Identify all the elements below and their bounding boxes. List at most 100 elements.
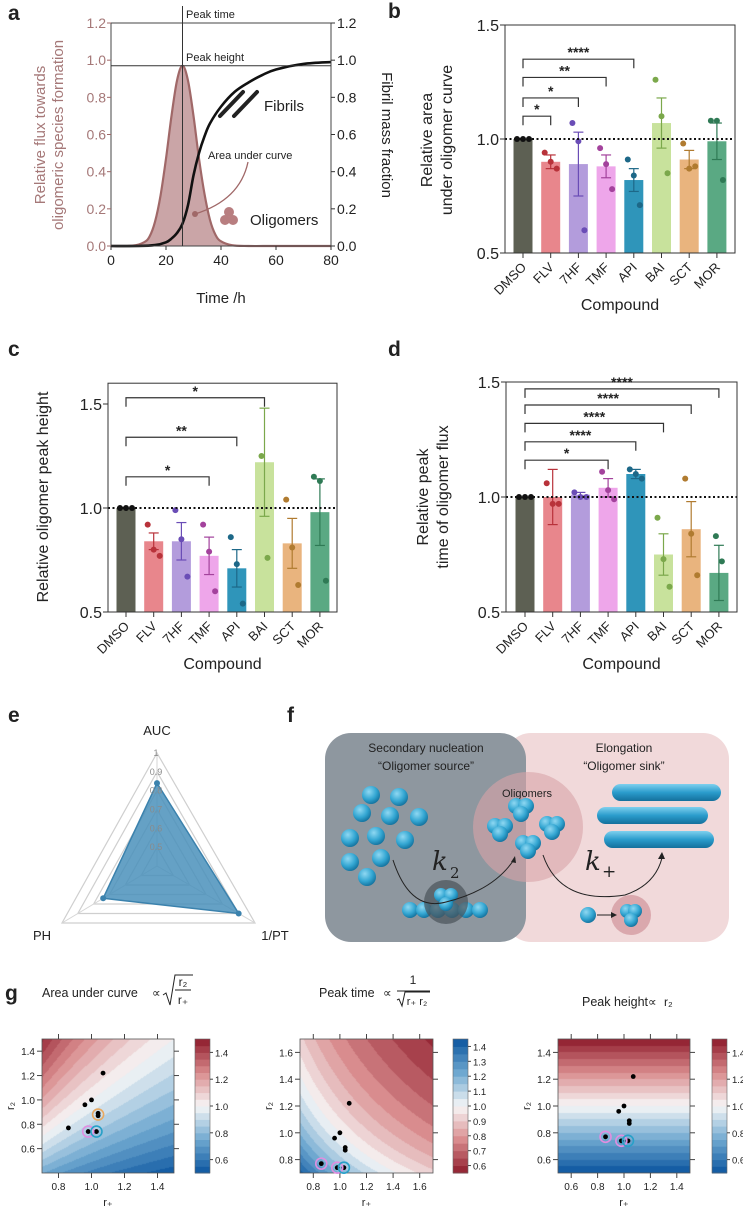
colorbar-swatch bbox=[195, 1139, 210, 1147]
colorbar-tick-label: 1.2 bbox=[215, 1075, 228, 1086]
data-point-SCT bbox=[686, 165, 693, 172]
significance-label: * bbox=[548, 83, 554, 99]
y-tick-label-right: 0.0 bbox=[337, 238, 357, 254]
fibril-mass-line bbox=[110, 60, 332, 248]
sink-title: Elongation bbox=[596, 741, 653, 755]
colorbar-swatch bbox=[453, 1158, 468, 1167]
y-tick-label-right: 0.8 bbox=[337, 89, 357, 105]
y-tick-label: 0.5 bbox=[477, 246, 499, 263]
x-tick-label: 1.0 bbox=[617, 1182, 631, 1193]
bar-BAI bbox=[654, 554, 673, 612]
x-tick-label: 1.4 bbox=[151, 1182, 165, 1193]
x-tick-label: 0.6 bbox=[564, 1182, 578, 1193]
contour-fill bbox=[300, 1039, 433, 1173]
data-point-MOR bbox=[719, 177, 726, 184]
y-tick-label: 1.2 bbox=[537, 1075, 551, 1086]
data-point-BAI bbox=[664, 170, 671, 177]
colorbar-swatch bbox=[195, 1146, 210, 1154]
bar-MOR bbox=[707, 141, 727, 253]
colorbar-tick-label: 1.0 bbox=[732, 1102, 743, 1113]
y-tick-label-left: 1.2 bbox=[87, 15, 107, 31]
colorbar-swatch bbox=[712, 1059, 727, 1067]
x-tick-label: MOR bbox=[691, 260, 723, 292]
x-tick-label: 0.8 bbox=[52, 1182, 66, 1193]
data-point-API bbox=[626, 466, 633, 473]
panel-label-a: a bbox=[8, 2, 20, 25]
y-axis-label: Relative area bbox=[419, 93, 436, 187]
colorbar-tick-label: 1.4 bbox=[215, 1048, 228, 1059]
x-tick-label: FLV bbox=[532, 618, 559, 645]
y-tick-label-right: 0.4 bbox=[337, 164, 357, 180]
significance-bracket bbox=[522, 58, 635, 69]
highlight-ring bbox=[330, 1161, 344, 1174]
panel-a-kinetics-chart: 0.0 0.0 0.2 0.2 0.4 0.4 0.6 0.6 0.8 0.8 1.0 1.0 1.2 1… bbox=[32, 6, 395, 307]
panel-label-f: f bbox=[287, 704, 295, 727]
fibril-icon bbox=[604, 831, 714, 848]
significance-bracket bbox=[125, 397, 266, 407]
x-tick-label: BAI bbox=[644, 619, 669, 644]
data-point-7HF bbox=[184, 573, 191, 580]
y-tick-label: 1.5 bbox=[478, 375, 500, 392]
colorbar-swatch bbox=[195, 1092, 210, 1100]
y-axis-label-left: Relative flux towards bbox=[32, 66, 49, 204]
x-tick-label: TMF bbox=[583, 259, 613, 289]
y-tick-label: 0.6 bbox=[21, 1145, 35, 1156]
colorbar-swatch bbox=[453, 1135, 468, 1144]
x-tick-label: 20 bbox=[158, 252, 174, 268]
colorbar-swatch bbox=[712, 1065, 727, 1073]
y-axis-label: Relative peak bbox=[415, 448, 432, 546]
colorbar-tick-label: 1.0 bbox=[215, 1102, 228, 1113]
oligomer-flux-line bbox=[110, 64, 331, 248]
oligomers-label: Oligomers bbox=[250, 212, 318, 229]
formula-numerator: r₂ bbox=[179, 975, 188, 989]
oligomer-icon bbox=[624, 913, 638, 927]
bar-DMSO bbox=[515, 497, 535, 612]
data-point bbox=[100, 1070, 106, 1076]
proportional-symbol: ∝ bbox=[383, 986, 392, 1000]
y-tick-label: 1.6 bbox=[279, 1048, 293, 1059]
x-tick-label: API bbox=[616, 619, 641, 644]
significance-bracket bbox=[522, 97, 579, 107]
x-tick-label: DMSO bbox=[493, 619, 531, 657]
data-point-TMF bbox=[206, 548, 213, 555]
highlight-ring bbox=[599, 1130, 612, 1144]
x-tick-label: SCT bbox=[668, 618, 697, 647]
monomer-icon bbox=[358, 868, 376, 886]
data-point-TMF bbox=[603, 161, 610, 168]
data-point-FLV bbox=[150, 546, 157, 553]
fibril-icon bbox=[612, 784, 721, 801]
data-point-TMF bbox=[609, 186, 616, 193]
y-tick-label: 0.8 bbox=[21, 1120, 35, 1131]
colorbar-tick-label: 0.6 bbox=[732, 1156, 743, 1167]
bar-DMSO bbox=[513, 139, 533, 253]
colorbar-swatch bbox=[453, 1165, 468, 1174]
data-point-MOR bbox=[712, 533, 719, 540]
bar-MOR bbox=[310, 512, 330, 612]
data-point bbox=[332, 1135, 337, 1141]
fibril-icon bbox=[232, 90, 259, 118]
colorbar-swatch bbox=[453, 1083, 468, 1092]
data-point bbox=[626, 1121, 632, 1126]
radar-point bbox=[154, 780, 160, 787]
y-tick-label: 0.5 bbox=[80, 605, 102, 622]
colorbar-tick-label: 0.9 bbox=[473, 1117, 486, 1128]
panel-e-radar-chart: 0.5 0.6 0.7 0.8 0.9 1 AUC 1/PT PH bbox=[33, 723, 289, 943]
arrowhead-icon bbox=[611, 912, 617, 918]
oligomer-icon bbox=[520, 843, 536, 859]
y-tick-label: 0.8 bbox=[279, 1156, 293, 1167]
y-axis-label: r₂ bbox=[263, 1102, 275, 1110]
y-tick-label: 1.4 bbox=[537, 1048, 551, 1059]
oligomer-icon bbox=[228, 215, 238, 225]
annotation-dot bbox=[192, 211, 198, 217]
panel-label-e: e bbox=[8, 704, 20, 727]
highlight-ring bbox=[81, 1125, 95, 1138]
y-tick-label-left: 0.4 bbox=[87, 164, 107, 180]
area-under-curve-label: Area under curve bbox=[208, 150, 292, 162]
colorbar-swatch bbox=[712, 1159, 727, 1167]
radar-ring bbox=[76, 770, 240, 915]
data-point-FLV bbox=[543, 480, 550, 487]
